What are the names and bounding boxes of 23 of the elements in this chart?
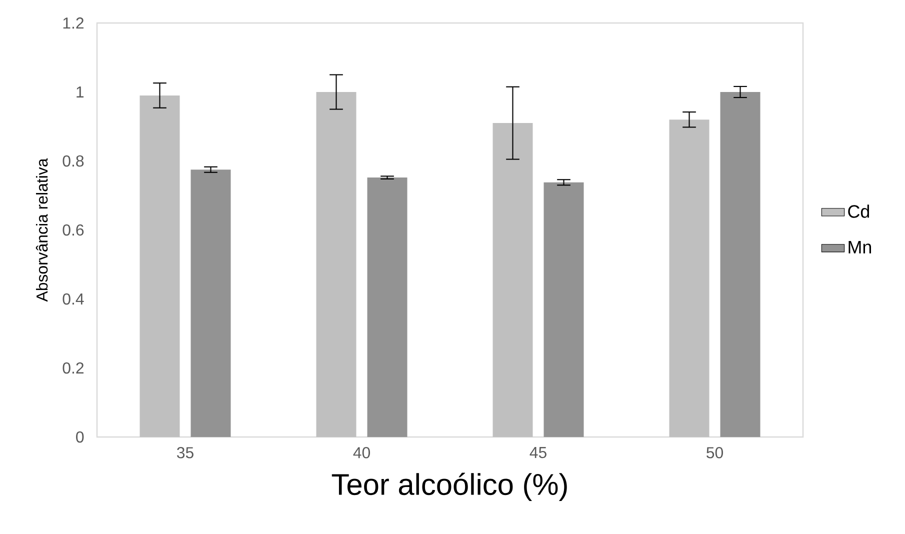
bar xyxy=(492,123,533,437)
bar xyxy=(190,170,231,437)
legend-label: Mn xyxy=(848,240,871,254)
x-tick-label: 40 xyxy=(353,447,370,458)
y-tick-label: 0.4 xyxy=(62,293,84,305)
bar xyxy=(544,182,584,437)
y-tick-label: 0 xyxy=(76,431,84,443)
bar xyxy=(669,120,710,437)
x-tick-label: 50 xyxy=(706,447,723,458)
bar xyxy=(367,178,408,437)
bar xyxy=(316,92,356,437)
y-tick-label: 0.6 xyxy=(62,224,84,236)
y-axis-title: Absorvância relativa xyxy=(36,158,48,302)
y-tick-label: 0.8 xyxy=(62,155,84,167)
y-tick-label: 1.2 xyxy=(63,17,84,29)
x-axis-title: Teor alcoólico (%) xyxy=(332,472,567,501)
bar xyxy=(720,92,760,437)
y-tick-label: 0.2 xyxy=(62,362,84,374)
y-tick-label: 1 xyxy=(76,86,84,98)
x-tick-label: 45 xyxy=(530,447,546,458)
bar xyxy=(140,95,180,437)
x-tick-label: 35 xyxy=(176,447,194,458)
legend-label: Cd xyxy=(848,204,870,218)
